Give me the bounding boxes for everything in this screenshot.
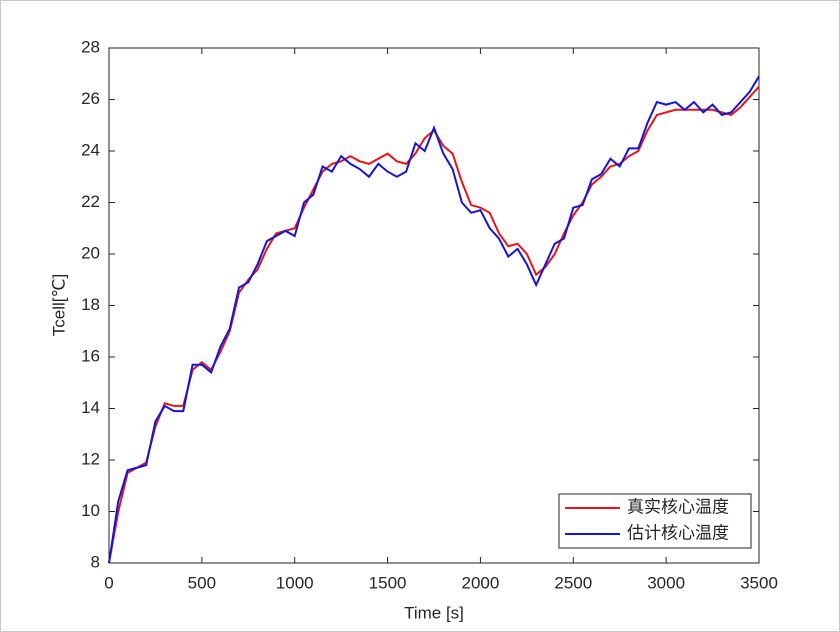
- x-tick-label: 2500: [554, 573, 592, 592]
- x-tick-label: 1000: [276, 573, 314, 592]
- y-axis-label: Tcell[℃]: [49, 274, 68, 337]
- y-tick-label: 28: [81, 37, 100, 56]
- x-tick-label: 0: [104, 573, 113, 592]
- x-tick-label: 1500: [369, 573, 407, 592]
- legend-label: 真实核心温度: [627, 498, 729, 518]
- y-tick-label: 26: [81, 89, 100, 108]
- y-tick-label: 16: [81, 346, 100, 365]
- x-tick-label: 500: [188, 573, 216, 592]
- y-tick-label: 24: [81, 140, 100, 159]
- y-tick-label: 20: [81, 243, 100, 262]
- y-tick-label: 14: [81, 398, 100, 417]
- plot-area: [108, 47, 760, 564]
- x-axis-label: Time [s]: [404, 603, 464, 622]
- y-tick-label: 22: [81, 192, 100, 211]
- y-tick-label: 12: [81, 449, 100, 468]
- x-tick-label: 3500: [740, 573, 778, 592]
- x-tick-label: 3000: [647, 573, 685, 592]
- y-tick-label: 18: [81, 295, 100, 314]
- y-tick-label: 10: [81, 501, 100, 520]
- legend-label: 估计核心温度: [627, 524, 729, 544]
- y-tick-label: 8: [91, 552, 100, 571]
- line-series: [108, 75, 760, 564]
- legend-box: [558, 493, 752, 549]
- x-tick-label: 2000: [462, 573, 500, 592]
